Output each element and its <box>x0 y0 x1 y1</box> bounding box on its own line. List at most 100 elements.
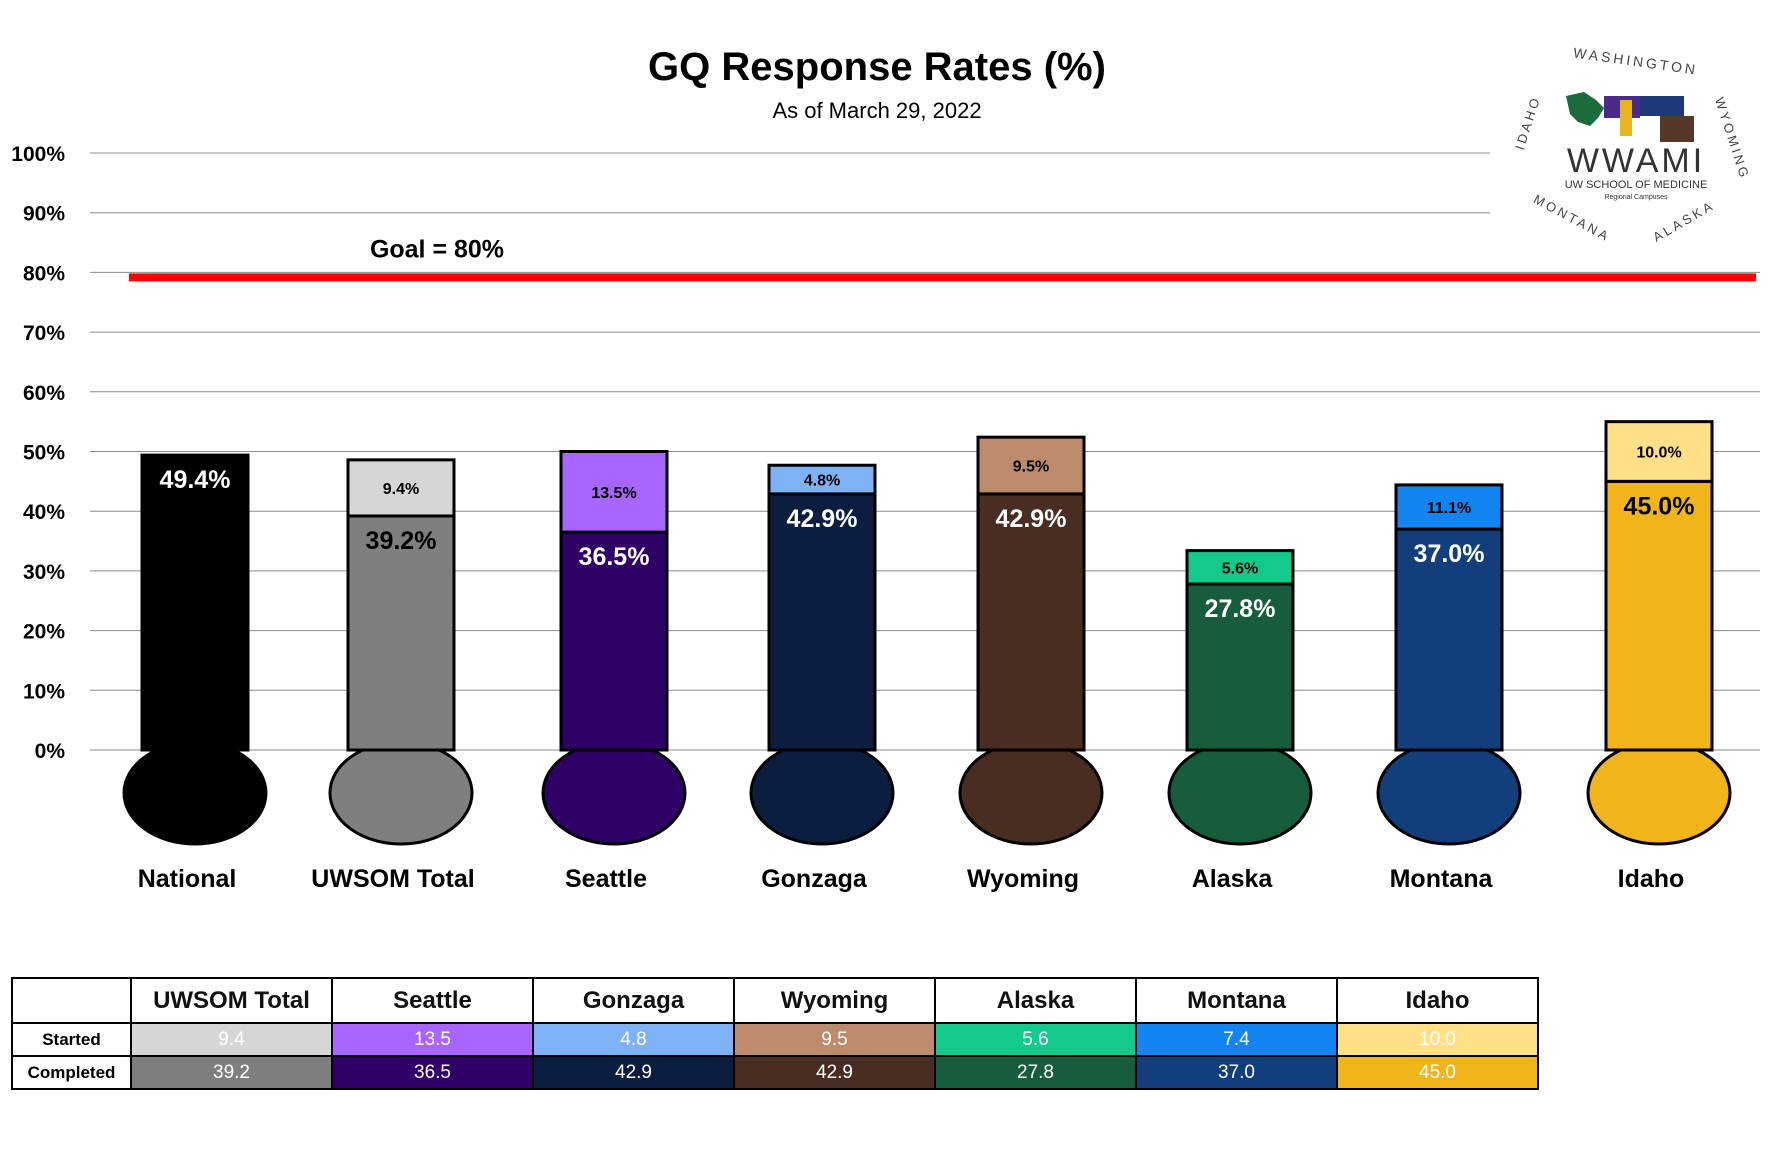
table-header-cell: Alaska <box>934 977 1137 1024</box>
table-cell: 9.4 <box>130 1022 333 1057</box>
table-cell: 45.0 <box>1336 1055 1539 1090</box>
bar-started-label: 4.8% <box>804 473 840 490</box>
table-cell: 36.5 <box>331 1055 534 1090</box>
table-header-cell: Seattle <box>331 977 534 1024</box>
bar-started <box>1185 549 1295 586</box>
bar-group: 11.1% 37.0% Montana <box>1376 483 1522 893</box>
chart: GQ Response Rates (%) As of March 29, 20… <box>11 44 1760 893</box>
bar-bulb <box>958 740 1104 846</box>
bar-completed-label: 42.9% <box>787 505 858 533</box>
y-tick-label: 20% <box>23 621 65 644</box>
table-row-completed: Completed 39.2 36.5 42.9 42.9 27.8 37.0 … <box>11 1055 1539 1090</box>
bar-completed <box>976 492 1086 752</box>
bar-started-label: 9.4% <box>383 481 419 498</box>
logo-campuses: Regional Campuses <box>1604 194 1668 201</box>
bar-started <box>559 450 669 534</box>
bar-bulb <box>541 740 687 846</box>
table-header-row: UWSOM Total Seattle Gonzaga Wyoming Alas… <box>11 977 1539 1024</box>
y-tick-label: 90% <box>23 203 65 226</box>
bar-completed-label: 36.5% <box>579 543 650 571</box>
logo-ring-idaho: IDAHO <box>1512 94 1544 152</box>
bar-group: 10.0% 45.0% Idaho <box>1586 420 1732 893</box>
logo-ring-montana: MONTANA <box>1531 191 1613 244</box>
bar-group: 4.8% 42.9% Gonzaga <box>749 463 895 893</box>
logo-ring-alaska: ALASKA <box>1650 197 1717 244</box>
bar-bulb <box>1376 740 1522 846</box>
table-cell: 9.5 <box>733 1022 936 1057</box>
table-cell: 4.8 <box>532 1022 735 1057</box>
bar-started-label: 10.0% <box>1636 445 1681 462</box>
y-tick-label: 0% <box>35 740 66 763</box>
table-row-label: Completed <box>11 1055 132 1090</box>
data-table: UWSOM Total Seattle Gonzaga Wyoming Alas… <box>11 977 1539 1090</box>
bar-completed-label: 37.0% <box>1414 540 1485 568</box>
bar-started-label: 11.1% <box>1427 500 1471 517</box>
bar-started <box>976 435 1086 496</box>
bar-started <box>767 463 877 496</box>
bar-group: 49.4% National <box>122 453 268 893</box>
bar-completed-label: 39.2% <box>366 527 437 555</box>
bar-completed <box>1394 527 1504 752</box>
bar-completed-label: 49.4% <box>160 466 231 494</box>
bar-started <box>346 458 456 518</box>
goal-label: Goal = 80% <box>370 235 504 263</box>
table-cell: 42.9 <box>733 1055 936 1090</box>
bar-group: 9.5% 42.9% Wyoming <box>958 435 1104 893</box>
bars: 49.4% National 9.4% 39.2% UWSOM Total 13.5% 36… <box>122 420 1732 893</box>
logo-ring-wyoming: WYOMING <box>1712 95 1753 181</box>
bar-completed-label: 42.9% <box>996 505 1067 533</box>
bar-completed <box>1604 479 1714 752</box>
logo-ring-washington: WASHINGTON <box>1572 44 1699 77</box>
chart-subtitle: As of March 29, 2022 <box>772 98 981 123</box>
bar-bulb <box>122 740 268 846</box>
table-cell: 42.9 <box>532 1055 735 1090</box>
y-tick-label: 10% <box>23 680 65 703</box>
table-cell: 39.2 <box>130 1055 333 1090</box>
table-header-cell: Wyoming <box>733 977 936 1024</box>
bar-group: 9.4% 39.2% UWSOM Total <box>311 458 475 893</box>
bar-bulb <box>749 740 895 846</box>
table-cell: 37.0 <box>1135 1055 1338 1090</box>
table-row-label: Started <box>11 1022 132 1057</box>
logo-school: UW SCHOOL OF MEDICINE <box>1565 179 1708 191</box>
table-cell: 27.8 <box>934 1055 1137 1090</box>
bar-started <box>1394 483 1504 531</box>
category-label: Gonzaga <box>761 865 868 893</box>
bar-completed <box>767 492 877 752</box>
table-cell: 10.0 <box>1336 1022 1539 1057</box>
bar-started <box>1604 420 1714 483</box>
category-label: Idaho <box>1618 865 1685 893</box>
category-label: Alaska <box>1192 865 1274 893</box>
wwami-logo: WASHINGTON WYOMING ALASKA MONTANA IDAHO … <box>1512 44 1753 244</box>
category-label: Seattle <box>565 865 647 893</box>
bar-completed-label: 45.0% <box>1624 492 1695 520</box>
bar-started-label: 13.5% <box>591 485 636 502</box>
y-tick-label: 40% <box>23 501 65 524</box>
category-label: Montana <box>1390 865 1494 893</box>
y-tick-label: 70% <box>23 322 65 345</box>
bar-completed <box>346 514 456 752</box>
table-corner-cell <box>11 977 132 1024</box>
table-row-started: Started 9.4 13.5 4.8 9.5 5.6 7.4 10.0 <box>11 1022 1539 1057</box>
table-cell: 5.6 <box>934 1022 1137 1057</box>
grid <box>90 152 1760 751</box>
table-header-cell: Idaho <box>1336 977 1539 1024</box>
bar-started-label: 9.5% <box>1013 459 1049 476</box>
y-tick-label: 80% <box>23 262 65 285</box>
chart-title: GQ Response Rates (%) <box>648 45 1106 89</box>
bar-completed-label: 27.8% <box>1205 595 1276 623</box>
category-label: Wyoming <box>967 865 1079 893</box>
table-header-cell: Gonzaga <box>532 977 735 1024</box>
bar-started-label: 5.6% <box>1222 560 1258 577</box>
y-tick-label: 100% <box>11 143 65 166</box>
table-cell: 7.4 <box>1135 1022 1338 1057</box>
category-label: UWSOM Total <box>311 865 474 893</box>
table-header-cell: Montana <box>1135 977 1338 1024</box>
table-cell: 13.5 <box>331 1022 534 1057</box>
category-label: National <box>138 865 237 893</box>
bar-group: 5.6% 27.8% Alaska <box>1167 549 1313 893</box>
y-tick-label: 60% <box>23 382 65 405</box>
logo-map-icon <box>1566 92 1694 142</box>
y-axis-ticks: 0% 10% 20% 30% 40% 50% 60% 70% 80% 90% 100% <box>11 143 65 763</box>
bar-bulb <box>1167 740 1313 846</box>
